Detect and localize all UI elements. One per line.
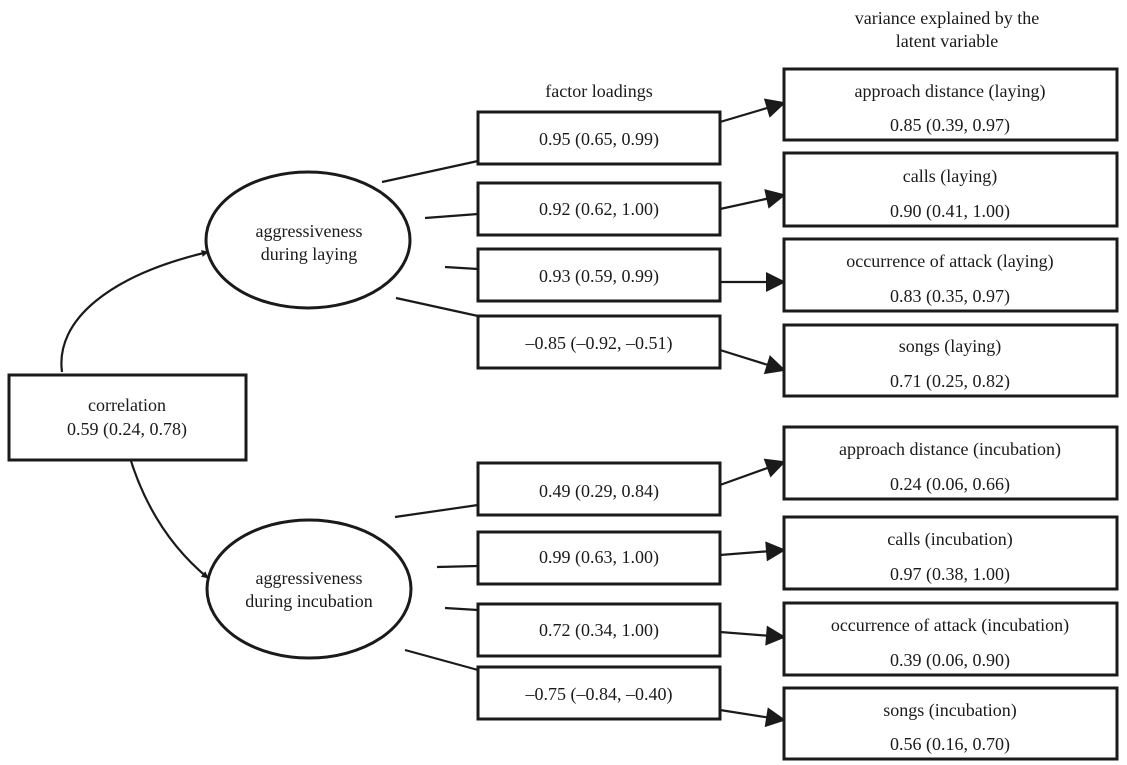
path-laying-3	[444, 265, 479, 271]
indicator-name: approach distance (incubation)	[839, 439, 1061, 460]
loading-value: 0.95 (0.65, 0.99)	[539, 129, 659, 150]
path-incubation-2	[436, 564, 479, 569]
arrow-incubation-1	[719, 458, 786, 487]
latent-laying-ellipse: aggressiveness during laying	[204, 170, 412, 310]
indicator-box: approach distance (incubation) 0.24 (0.0…	[782, 425, 1119, 501]
loading-value: 0.72 (0.34, 1.00)	[539, 620, 659, 641]
loading-box: 0.49 (0.29, 0.84)	[476, 461, 722, 517]
indicator-box: calls (incubation) 0.97 (0.38, 1.00)	[782, 515, 1119, 591]
correlation-value: 0.59 (0.24, 0.78)	[67, 419, 187, 440]
indicator-value: 0.85 (0.39, 0.97)	[890, 115, 1010, 136]
path-laying-1	[381, 159, 479, 184]
arrow-laying-1	[719, 98, 786, 124]
path-incubation-1	[394, 503, 479, 519]
indicator-name: occurrence of attack (incubation)	[831, 615, 1069, 636]
arrow-incubation-3	[719, 625, 786, 646]
arrow-incubation-4	[719, 707, 786, 728]
indicator-name: calls (incubation)	[887, 529, 1012, 550]
loading-box: 0.93 (0.59, 0.99)	[476, 247, 722, 303]
loading-value: –0.75 (–0.84, –0.40)	[525, 684, 673, 705]
indicator-box: occurrence of attack (incubation) 0.39 (…	[782, 601, 1119, 677]
latent-laying-line1: aggressiveness	[256, 221, 363, 241]
indicator-value: 0.71 (0.25, 0.82)	[890, 371, 1010, 392]
loading-box: 0.99 (0.63, 1.00)	[476, 530, 722, 586]
indicator-name: approach distance (laying)	[855, 81, 1046, 102]
indicator-name: calls (laying)	[903, 166, 997, 187]
loading-box: 0.72 (0.34, 1.00)	[476, 602, 722, 658]
loading-box: –0.85 (–0.92, –0.51)	[476, 314, 722, 370]
indicator-box: songs (laying) 0.71 (0.25, 0.82)	[782, 323, 1119, 398]
correlation-box: correlation 0.59 (0.24, 0.78)	[7, 373, 248, 462]
path-laying-2	[424, 212, 479, 220]
loading-box: –0.75 (–0.84, –0.40)	[476, 665, 722, 721]
indicator-value: 0.56 (0.16, 0.70)	[890, 734, 1010, 755]
variance-header-line1: variance explained by the	[855, 8, 1039, 28]
correlation-arrow-laying	[60, 250, 209, 373]
loading-box: 0.92 (0.62, 1.00)	[476, 181, 722, 237]
indicator-box: calls (laying) 0.90 (0.41, 1.00)	[782, 151, 1119, 228]
indicator-box: songs (incubation) 0.56 (0.16, 0.70)	[782, 686, 1119, 761]
indicator-name: songs (laying)	[899, 336, 1002, 357]
latent-incubation-line2: during incubation	[245, 591, 372, 611]
correlation-label: correlation	[88, 395, 166, 415]
latent-incubation-line1: aggressiveness	[256, 568, 363, 588]
indicator-value: 0.24 (0.06, 0.66)	[890, 474, 1010, 495]
loading-value: 0.99 (0.63, 1.00)	[539, 547, 659, 568]
arrow-incubation-2	[719, 541, 786, 562]
loading-value: 0.92 (0.62, 1.00)	[539, 199, 659, 220]
arrow-laying-2	[719, 189, 786, 211]
path-incubation-4	[404, 648, 479, 672]
path-laying-4	[395, 296, 479, 318]
indicator-box: occurrence of attack (laying) 0.83 (0.35…	[782, 237, 1119, 313]
loading-box: 0.95 (0.65, 0.99)	[476, 110, 722, 166]
indicator-value: 0.83 (0.35, 0.97)	[890, 286, 1010, 307]
latent-laying-line2: during laying	[261, 244, 358, 264]
path-incubation-3	[444, 606, 479, 612]
factor-loadings-header: factor loadings	[545, 81, 652, 101]
loading-value: 0.93 (0.59, 0.99)	[539, 266, 659, 287]
arrow-laying-4	[719, 348, 786, 375]
indicator-name: occurrence of attack (laying)	[846, 251, 1053, 272]
loading-value: –0.85 (–0.92, –0.51)	[525, 333, 673, 354]
indicator-value: 0.97 (0.38, 1.00)	[890, 564, 1010, 585]
latent-incubation-ellipse: aggressiveness during incubation	[205, 518, 413, 660]
indicator-value: 0.39 (0.06, 0.90)	[890, 650, 1010, 671]
indicator-value: 0.90 (0.41, 1.00)	[890, 201, 1010, 222]
variance-header-line2: latent variable	[896, 31, 998, 51]
loading-value: 0.49 (0.29, 0.84)	[539, 481, 659, 502]
indicator-name: songs (incubation)	[883, 700, 1016, 721]
indicator-box: approach distance (laying) 0.85 (0.39, 0…	[782, 67, 1119, 142]
